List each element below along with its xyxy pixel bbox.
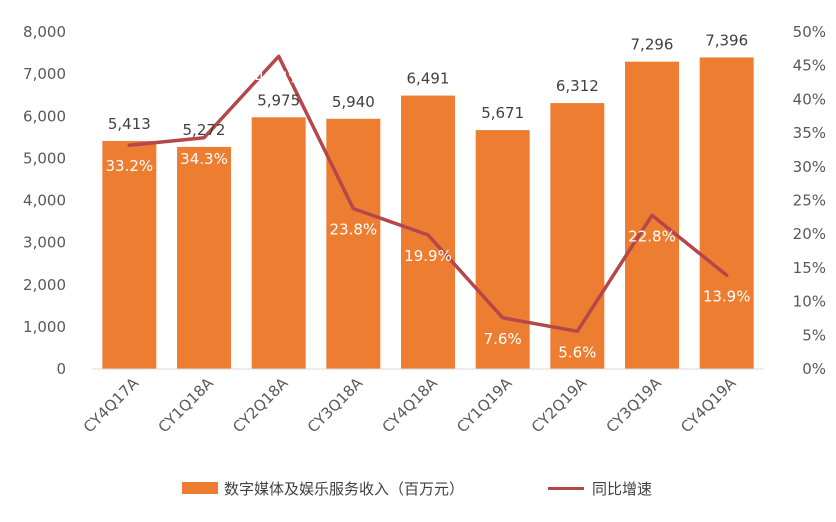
bar xyxy=(401,95,455,370)
left-axis-tick-label: 8,000 xyxy=(23,23,66,41)
legend-bar-swatch xyxy=(182,482,218,494)
bar-value-label: 7,396 xyxy=(705,31,748,49)
bar xyxy=(326,118,381,369)
right-axis-tick-label: 30% xyxy=(793,158,826,176)
line-value-label: 19.9% xyxy=(404,247,452,265)
right-axis-tick-label: 40% xyxy=(793,90,826,108)
bar xyxy=(251,117,306,369)
bar-value-label: 5,272 xyxy=(183,121,226,139)
legend-item-revenue: 数字媒体及娱乐服务收入（百万元） xyxy=(182,476,464,500)
legend-label-revenue: 数字媒体及娱乐服务收入（百万元） xyxy=(224,479,465,498)
right-axis-tick-label: 10% xyxy=(793,293,826,311)
right-axis-tick-label: 35% xyxy=(793,124,826,142)
left-axis-tick-label: 0 xyxy=(56,360,66,378)
left-axis: 0 1,000 2,000 3,000 4,000 5,000 6,000 7,000 8,00… xyxy=(23,23,66,378)
line-value-label: 34.3% xyxy=(180,150,228,168)
right-axis: 0% 5% 10% 15% 20% 25% 30% 35% 40% 45% 50% xyxy=(793,23,826,378)
bar-value-label: 5,975 xyxy=(257,91,300,109)
line-value-label: 46.4% xyxy=(255,68,303,86)
right-axis-tick-label: 0% xyxy=(802,360,826,378)
left-axis-tick-label: 6,000 xyxy=(23,107,66,125)
line-value-label: 13.9% xyxy=(703,287,751,305)
right-axis-tick-label: 20% xyxy=(793,225,826,243)
right-axis-tick-label: 5% xyxy=(802,326,826,344)
category-label: CY1Q19A xyxy=(453,374,516,437)
bar-value-label: 5,413 xyxy=(108,115,151,133)
right-axis-tick-label: 15% xyxy=(793,259,826,277)
line-value-label: 7.6% xyxy=(484,330,522,348)
left-axis-tick-label: 1,000 xyxy=(23,318,66,336)
category-label: CY4Q17A xyxy=(80,374,143,437)
left-axis-tick-label: 3,000 xyxy=(23,234,66,252)
line-value-label: 23.8% xyxy=(330,221,378,239)
right-axis-tick-label: 50% xyxy=(793,23,826,41)
legend-item-growth: 同比增速 xyxy=(548,476,652,500)
bar-series xyxy=(102,57,754,370)
bar-value-label: 7,296 xyxy=(631,36,674,54)
category-label: CY2Q18A xyxy=(229,374,292,437)
category-label: CY1Q18A xyxy=(155,374,218,437)
bar xyxy=(475,130,530,369)
bar xyxy=(699,57,754,369)
line-value-labels: 33.2% 34.3% 46.4% 23.8% 19.9% 7.6% 5.6% 22.8% 13… xyxy=(106,68,751,361)
left-axis-tick-label: 7,000 xyxy=(23,65,66,83)
legend: 数字媒体及娱乐服务收入（百万元） 同比增速 xyxy=(0,476,836,500)
line-value-label: 33.2% xyxy=(106,157,154,175)
category-label: CY3Q19A xyxy=(603,374,666,437)
bar-value-label: 6,312 xyxy=(556,77,599,95)
bar-value-label: 5,940 xyxy=(332,93,375,111)
category-labels: CY4Q17A CY1Q18A CY2Q18A CY3Q18A CY4Q18A CY1Q1… xyxy=(80,374,740,437)
legend-label-growth: 同比增速 xyxy=(592,479,653,498)
legend-line-swatch xyxy=(548,486,584,490)
right-axis-tick-label: 25% xyxy=(793,192,826,210)
bar-value-labels: 5,413 5,272 5,975 5,940 6,491 5,671 6,312 7,296… xyxy=(108,31,748,138)
right-axis-tick-label: 45% xyxy=(793,57,826,75)
left-axis-tick-label: 2,000 xyxy=(23,276,66,294)
category-label: CY4Q18A xyxy=(379,374,442,437)
bar-value-label: 5,671 xyxy=(481,104,524,122)
line-series xyxy=(127,54,729,334)
bar xyxy=(550,103,605,370)
line-value-label: 22.8% xyxy=(628,227,676,245)
left-axis-tick-label: 5,000 xyxy=(23,149,66,167)
category-label: CY3Q18A xyxy=(304,374,367,437)
growth-line xyxy=(127,54,729,334)
category-label: CY4Q19A xyxy=(677,374,740,437)
bar-value-label: 6,491 xyxy=(407,70,450,88)
left-axis-tick-label: 4,000 xyxy=(23,192,66,210)
bar xyxy=(102,140,157,369)
line-value-label: 5.6% xyxy=(558,343,596,361)
bar xyxy=(177,146,231,369)
category-label: CY2Q19A xyxy=(528,374,591,437)
